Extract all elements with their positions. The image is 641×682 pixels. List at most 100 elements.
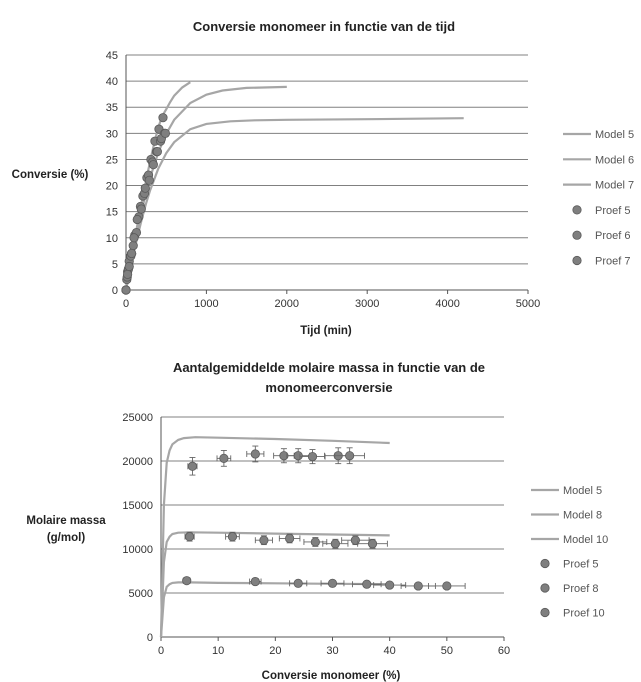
chart2-series <box>159 436 466 638</box>
chart2-point-proef-8 <box>285 533 295 544</box>
chart2-point-proef-5 <box>307 451 318 462</box>
chart2-point-proef-5 <box>187 461 198 471</box>
chart1-y-tick-label: 25 <box>106 154 118 166</box>
chart2-x-tick-label: 60 <box>498 645 510 657</box>
chart2-point-proef-10 <box>250 576 260 587</box>
chart1-legend-label: Proef 7 <box>595 256 630 268</box>
chart2-point-proef-10 <box>362 579 372 589</box>
chart2-legend-marker-swatch <box>540 607 550 618</box>
chart2-point-proef-10 <box>293 578 303 588</box>
chart2-legend-label: Model 5 <box>563 485 602 497</box>
chart2-y-ticks: 0 5000 10000 15000 20000 25000 <box>122 412 153 644</box>
chart2-legend-label: Model 10 <box>563 534 608 546</box>
chart2-series-line-model-5 <box>159 436 390 638</box>
chart2-point-proef-10 <box>327 578 338 588</box>
chart1-point-proef-7 <box>123 269 133 279</box>
chart2-point-proef-8 <box>184 532 195 542</box>
chart1-title: Conversie monomeer in functie van de tij… <box>193 19 455 34</box>
chart1-x-tick-label: 4000 <box>435 298 459 310</box>
chart2-y-tick-label: 20000 <box>122 456 153 468</box>
chart2-point-proef-8 <box>367 539 378 549</box>
chart1-y-tick-label: 45 <box>106 50 118 62</box>
chart2-point-proef-10 <box>442 581 452 591</box>
chart1-legend-label: Proef 6 <box>595 230 630 242</box>
chart2-y-tick-label: 15000 <box>122 500 153 512</box>
chart1-y-tick-label: 40 <box>106 76 118 88</box>
chart1-point-proef-7 <box>148 160 158 170</box>
chart2-y-axis-label-line1: Molaire massa <box>26 515 106 527</box>
chart2-title-line1: Aantalgemiddelde molaire massa in functi… <box>173 360 485 375</box>
chart2-y-tick-label: 5000 <box>129 588 153 600</box>
chart1-y-tick-label: 35 <box>106 102 118 114</box>
chart2-x-tick-label: 10 <box>212 645 224 657</box>
chart1-y-tick-label: 15 <box>106 207 118 219</box>
chart1-point-proef-7 <box>144 175 154 185</box>
chart1-x-tick-label: 0 <box>123 298 129 310</box>
chart1-y-axis-label: Conversie (%) <box>12 169 89 181</box>
chart2-point-proef-8 <box>350 535 360 545</box>
chart2-legend-label: Model 8 <box>563 510 602 522</box>
chart2-legend: Model 5 Model 8 Model 10 Proef 5 Proef 8 Proe… <box>531 485 608 620</box>
chart1-point-proef-7 <box>124 261 134 272</box>
chart1-point-proef-6 <box>128 241 138 251</box>
chart1-point-proef-7 <box>129 233 139 243</box>
chart1-legend-marker-swatch <box>572 230 582 240</box>
chart1-legend: Model 5 Model 6 Model 7 Proef 5 Proef 6 Proef… <box>563 129 634 268</box>
chart2-point-proef-8 <box>227 532 238 542</box>
chart1-y-tick-label: 0 <box>112 285 118 297</box>
chart2-legend-label: Proef 8 <box>563 583 598 595</box>
chart1-point-proef-7 <box>132 214 142 225</box>
chart2-point-proef-10 <box>182 576 192 586</box>
chart1-y-ticks: 0 5 10 15 20 25 30 35 40 45 <box>106 50 118 297</box>
chart1-point-proef-7 <box>160 128 170 138</box>
chart1-x-tick-label: 5000 <box>516 298 540 310</box>
chart2-legend-marker-swatch <box>540 583 550 593</box>
chart2-point-proef-10 <box>385 580 395 590</box>
chart1-y-tick-label: 5 <box>112 259 118 271</box>
chart1-legend-label: Model 7 <box>595 180 634 192</box>
chart1-point-proef-7 <box>140 183 150 193</box>
chart2-x-tick-label: 20 <box>269 645 281 657</box>
chart2-legend-label: Proef 5 <box>563 559 598 571</box>
chart2-series-line-model-8 <box>159 531 390 638</box>
chart1-point-proef-7 <box>136 204 146 214</box>
chart2-point-proef-5 <box>219 453 229 463</box>
chart1-x-tick-label: 3000 <box>355 298 379 310</box>
chart1-legend-marker-swatch <box>572 255 582 266</box>
chart2-x-tick-label: 30 <box>326 645 338 657</box>
chart1-x-tick-label: 1000 <box>194 298 218 310</box>
chart1-x-axis-label: Tijd (min) <box>300 325 352 337</box>
chart2-title-line2: monomeerconversie <box>265 380 392 395</box>
chart2-x-tick-label: 40 <box>384 645 396 657</box>
chart2-point-proef-5 <box>250 449 260 459</box>
chart2-point-proef-8 <box>259 535 269 545</box>
chart1-gridlines <box>125 54 529 294</box>
chart2-x-tick-label: 0 <box>158 645 164 657</box>
chart2-series-line-model-10 <box>159 581 390 638</box>
chart1-series <box>121 81 464 295</box>
chart2-legend-label: Proef 10 <box>563 608 605 620</box>
chart1-y-tick-label: 10 <box>106 233 118 245</box>
chart1-y-tick-label: 20 <box>106 181 118 193</box>
chart2-point-proef-8 <box>310 537 320 547</box>
chart2-x-axis-label: Conversie monomeer (%) <box>262 670 401 682</box>
chart1-legend-label: Model 6 <box>595 154 634 166</box>
chart2-legend-marker-swatch <box>540 558 550 569</box>
chart1-y-tick-label: 30 <box>106 128 118 140</box>
chart2-point-proef-8 <box>330 539 340 549</box>
chart2-y-axis-label-line2: (g/mol) <box>47 532 85 544</box>
chart1-legend-marker-swatch <box>572 205 582 215</box>
chart1-legend-label: Model 5 <box>595 129 634 141</box>
chart2-x-ticks: 0 10 20 30 40 50 60 <box>158 645 510 657</box>
chart1-x-ticks: 0 1000 2000 3000 4000 5000 <box>123 298 540 310</box>
chart1-point-proef-5 <box>158 113 168 123</box>
chart1-point-proef-7 <box>121 285 131 295</box>
chart2-x-tick-label: 50 <box>441 645 453 657</box>
chart2-y-tick-label: 10000 <box>122 544 153 556</box>
chart1-x-tick-label: 2000 <box>275 298 299 310</box>
chart2-gridlines <box>160 416 505 641</box>
chart2-point-proef-10 <box>413 581 423 591</box>
chart2-y-tick-label: 0 <box>147 632 153 644</box>
chart1-point-proef-7 <box>127 248 137 259</box>
